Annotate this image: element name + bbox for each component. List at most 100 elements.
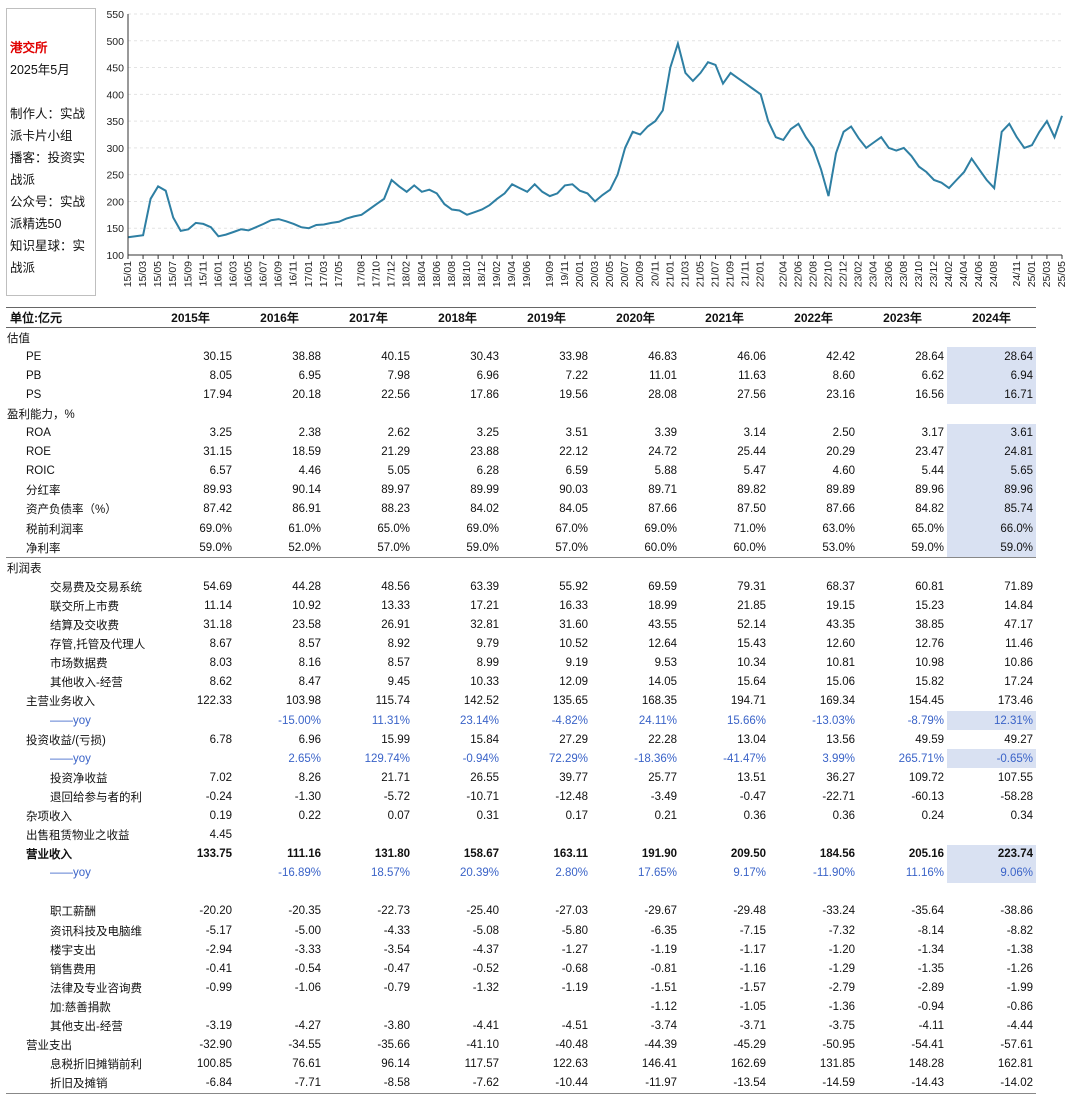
row-value: 13.33 <box>381 599 410 612</box>
row-value: 11.46 <box>1005 638 1033 651</box>
row-value: -25.40 <box>466 905 499 918</box>
row-value <box>680 328 769 348</box>
row-value: 2.50 <box>832 427 855 440</box>
row-value <box>769 328 858 348</box>
row-value: 24.11% <box>638 714 677 727</box>
row-value <box>235 826 324 845</box>
row-label: 其他收入-经营 <box>50 677 123 690</box>
row-value: 111.16 <box>287 848 321 861</box>
row-value <box>680 558 769 578</box>
row-value: 3.99% <box>822 752 855 765</box>
row-value: -8.58 <box>324 1073 413 1094</box>
y-axis-ticks: 100 150 200 250 300 350 400 450 500 550 <box>106 9 124 262</box>
row-value: 31.15 <box>203 446 232 459</box>
row-value: -41.47% <box>723 752 766 765</box>
x-tick-label: 22/08 <box>807 261 819 287</box>
row-value: 69.59 <box>648 580 677 593</box>
x-tick-label: 16/07 <box>258 261 270 287</box>
y-tick-label: 550 <box>106 9 124 21</box>
row-value: -5.00 <box>294 924 321 937</box>
row-value: -5.72 <box>383 790 410 803</box>
table-row: 交易费及交易系统 54.69 44.28 48.56 63.39 55.92 69.59 79… <box>6 577 1036 596</box>
row-label: 净利率 <box>6 538 146 559</box>
row-value: -8.14 <box>917 924 944 937</box>
row-value: 17.21 <box>470 599 499 612</box>
row-value: -1.38 <box>1006 943 1033 956</box>
row-value: 135.65 <box>552 695 588 708</box>
row-value: -6.84 <box>146 1073 235 1094</box>
row-value: 10.52 <box>559 638 588 651</box>
row-value: 6.95 <box>298 369 321 382</box>
row-value: -58.28 <box>1000 790 1033 803</box>
row-value: 154.45 <box>908 695 944 708</box>
table-body: 估值 PE 30.15 38.88 40.15 30.43 33.98 46.83 46.06 4… <box>6 328 1036 1094</box>
row-value: -1.36 <box>828 1000 855 1013</box>
row-value: 0.36 <box>832 809 855 822</box>
row-value: 67.0% <box>555 522 588 535</box>
x-tick-label: 16/05 <box>243 261 255 287</box>
row-value: 163.11 <box>553 848 588 861</box>
row-value: 11.16% <box>905 867 944 880</box>
row-value <box>502 328 591 348</box>
row-value: -0.24 <box>205 790 232 803</box>
row-label: 楼宇支出 <box>50 944 96 957</box>
row-value: -20.20 <box>199 905 232 918</box>
row-value: 85.74 <box>947 499 1036 520</box>
row-value: 89.99 <box>470 484 499 497</box>
row-value: 30.15 <box>203 350 232 363</box>
row-value: 191.90 <box>641 848 677 861</box>
row-value <box>146 711 235 730</box>
row-value: 14.05 <box>648 676 677 689</box>
row-value <box>858 883 947 902</box>
row-value: -10.44 <box>502 1073 591 1094</box>
row-value: 84.02 <box>470 503 499 516</box>
row-value: -5.08 <box>472 924 499 937</box>
row-value: 12.31% <box>947 710 1036 731</box>
row-value: 146.41 <box>641 1058 677 1071</box>
row-value: 96.14 <box>381 1058 410 1071</box>
row-value: 6.62 <box>921 369 944 382</box>
row-value: 129.74% <box>364 752 410 765</box>
x-tick-label: 21/01 <box>664 261 676 287</box>
row-label: 估值 <box>7 332 30 345</box>
row-value: -4.44 <box>1006 1020 1033 1033</box>
row-value <box>324 883 413 902</box>
row-value: 12.64 <box>648 638 677 651</box>
row-label: 联交所上市费 <box>50 600 119 613</box>
row-label: 存管,托管及代理人 <box>50 639 146 652</box>
row-value: -0.41 <box>205 962 232 975</box>
row-value: 52.0% <box>235 538 324 559</box>
row-value: -6.35 <box>650 924 677 937</box>
row-value: 89.71 <box>648 484 677 497</box>
row-value: 84.82 <box>915 503 944 516</box>
row-value: -1.34 <box>917 943 944 956</box>
row-value: -27.03 <box>555 905 588 918</box>
x-tick-label: 23/06 <box>883 261 895 287</box>
table-row: 联交所上市费 11.14 10.92 13.33 17.21 16.33 18.99 21.8… <box>6 596 1036 615</box>
x-tick-label: 23/08 <box>898 261 910 287</box>
row-value: 2.65% <box>288 752 321 765</box>
row-value: 40.15 <box>381 350 410 363</box>
company-name: 港交所 <box>10 41 48 55</box>
row-value <box>324 328 413 348</box>
row-value: 38.85 <box>915 619 944 632</box>
financial-table: 单位:亿元 2015年 2016年 2017年 2018年 2019年 2020年 2021… <box>6 306 1036 1094</box>
row-value: -4.51 <box>561 1020 588 1033</box>
x-tick-label: 20/05 <box>604 261 616 287</box>
row-value <box>146 883 235 902</box>
x-tick-label: 20/03 <box>589 261 601 287</box>
row-value: 0.19 <box>209 809 232 822</box>
row-value: 6.94 <box>947 366 1036 386</box>
row-value: 15.82 <box>915 676 944 689</box>
row-value: 6.96 <box>476 369 499 382</box>
row-value: 3.39 <box>654 427 677 440</box>
x-tick-label: 20/07 <box>619 261 631 287</box>
row-label: ROIC <box>26 465 55 478</box>
table-row: 利润表 <box>6 558 1036 578</box>
row-value: -4.33 <box>383 924 410 937</box>
row-value <box>947 883 1036 902</box>
row-value: 18.99 <box>648 599 677 612</box>
row-value <box>413 404 502 423</box>
x-tick-label: 21/03 <box>679 261 691 287</box>
